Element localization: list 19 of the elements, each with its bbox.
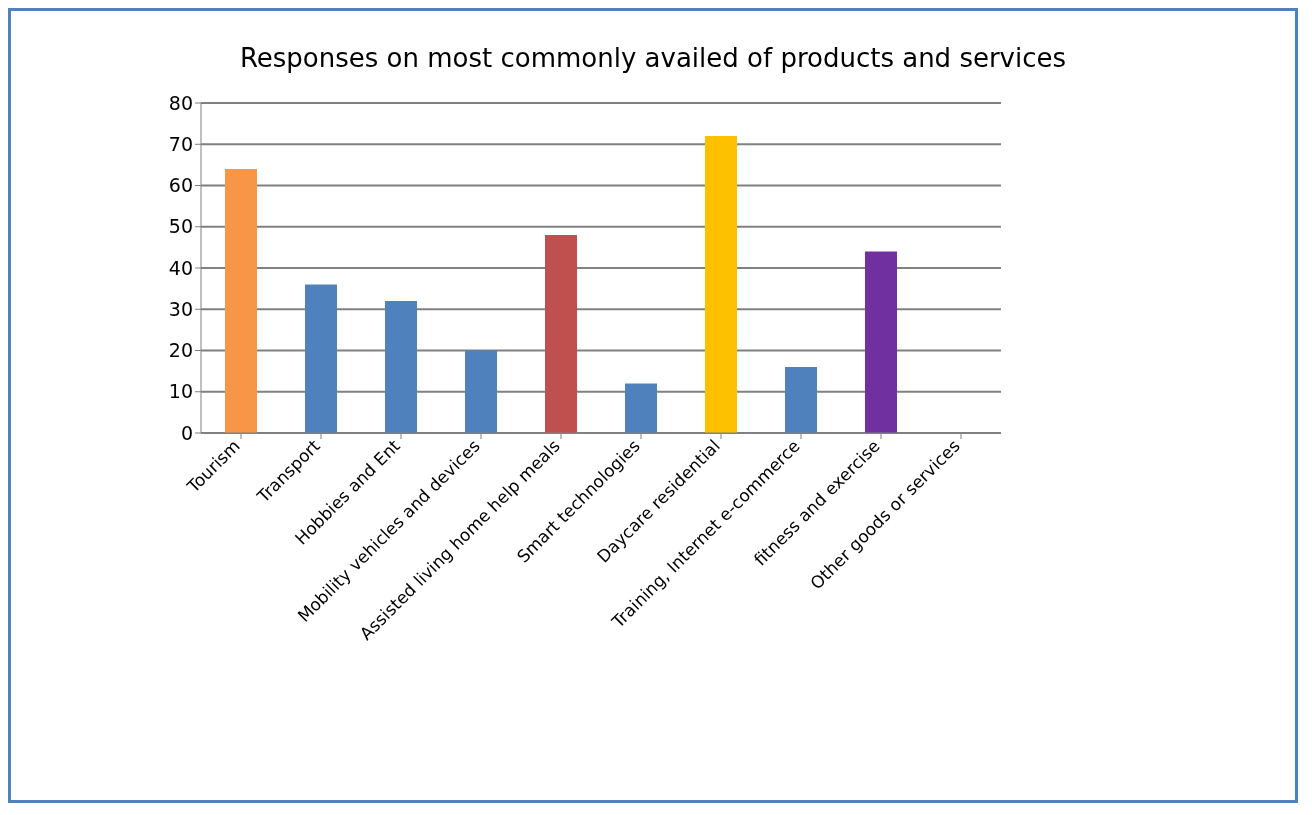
bar: [545, 235, 577, 433]
y-tick-label: 30: [168, 297, 193, 320]
y-tick-label: 20: [168, 339, 193, 362]
y-tick-label: 70: [168, 132, 193, 155]
bar: [785, 367, 817, 433]
bar: [705, 136, 737, 433]
y-tick-label: 80: [168, 91, 193, 114]
y-tick-label: 60: [168, 174, 193, 197]
bar: [225, 169, 257, 433]
bar: [465, 350, 497, 433]
y-tick-label: 10: [168, 380, 193, 403]
bar: [865, 251, 897, 433]
bar: [385, 301, 417, 433]
y-tick-label: 40: [168, 256, 193, 279]
y-tick-label: 50: [168, 215, 193, 238]
chart-title: Responses on most commonly availed of products and services: [238, 43, 1068, 73]
bar: [625, 383, 657, 433]
bar: [305, 284, 337, 433]
y-tick-label: 0: [180, 421, 193, 444]
